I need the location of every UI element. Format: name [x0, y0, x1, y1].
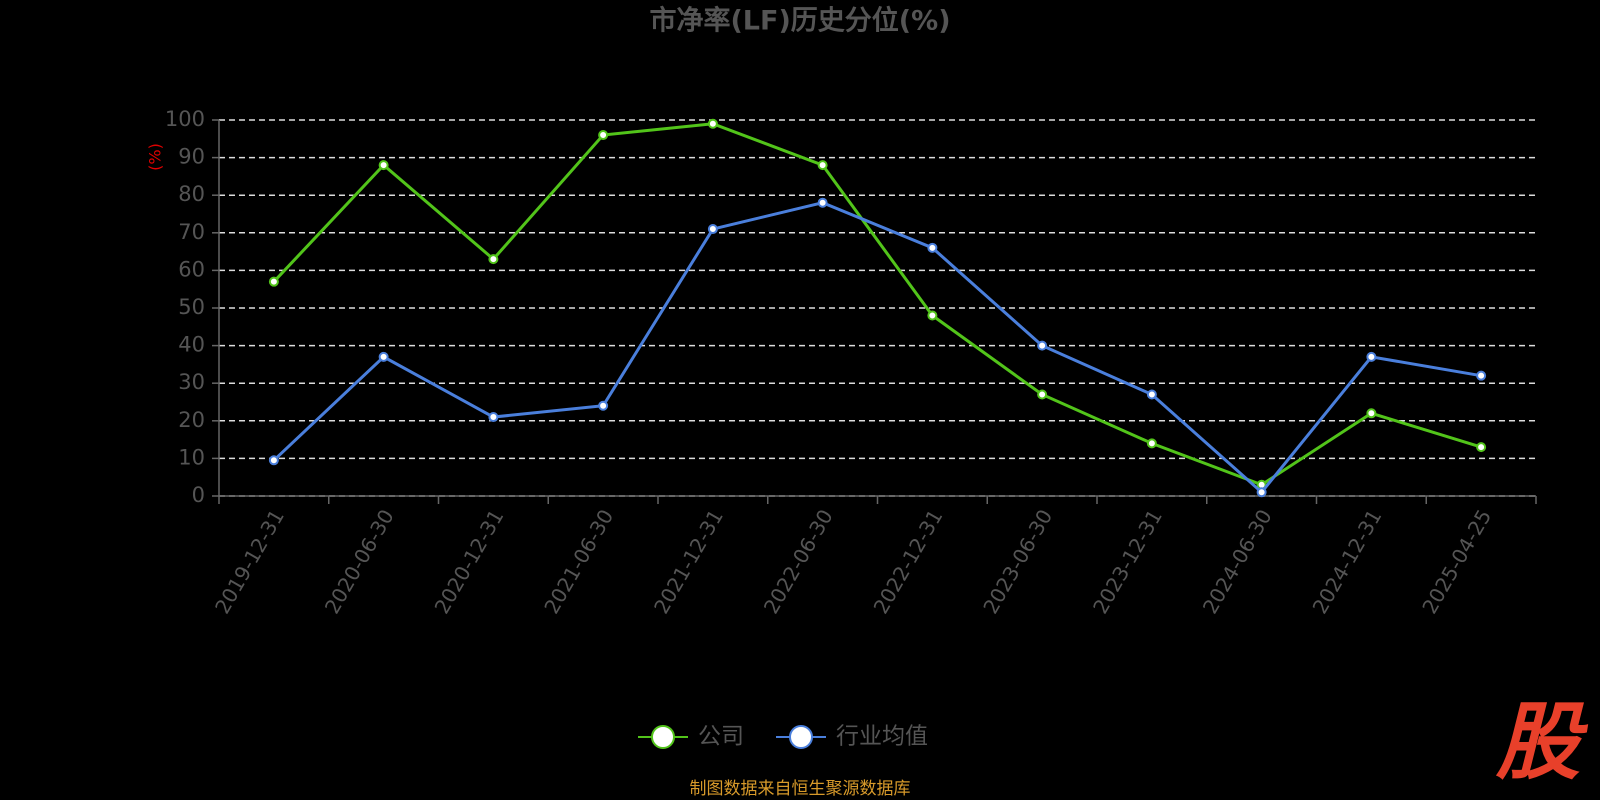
legend-item[interactable]: 公司	[638, 724, 744, 750]
data-point	[1037, 389, 1048, 400]
data-point	[488, 254, 499, 265]
series-line	[272, 122, 1482, 487]
legend-label: 行业均值	[836, 724, 928, 750]
y-tick-label: 20	[178, 408, 205, 432]
y-tick-label: 100	[165, 107, 205, 131]
data-point	[817, 160, 828, 171]
chart-title: 市净率(LF)历史分位(%)	[649, 5, 950, 37]
y-tick-label: 10	[178, 445, 205, 469]
data-point	[1037, 340, 1048, 351]
data-point	[378, 351, 389, 362]
y-tick-label: 50	[178, 295, 205, 319]
y-tick-label: 80	[178, 182, 205, 206]
legend-marker	[789, 725, 813, 749]
y-tick-label: 60	[178, 257, 205, 281]
data-point	[268, 455, 279, 466]
data-point	[927, 242, 938, 253]
y-tick-label: 70	[178, 220, 205, 244]
data-point	[1476, 370, 1487, 381]
y-tick-label: 40	[178, 333, 205, 357]
data-point	[1146, 438, 1157, 449]
data-point	[598, 400, 609, 411]
data-point	[1366, 408, 1377, 419]
data-point	[378, 160, 389, 171]
legend-item[interactable]: 行业均值	[776, 724, 928, 750]
data-point	[707, 224, 718, 235]
data-point	[1256, 487, 1267, 498]
data-point	[598, 130, 609, 141]
data-point	[268, 276, 279, 287]
data-point	[1146, 389, 1157, 400]
y-axis-label: (%)	[146, 143, 165, 171]
data-point	[817, 197, 828, 208]
watermark: 股	[1495, 693, 1589, 791]
data-point	[927, 310, 938, 321]
legend-label: 公司	[698, 724, 744, 750]
data-point	[488, 412, 499, 423]
y-tick-label: 0	[192, 483, 205, 507]
data-point	[1366, 351, 1377, 362]
series-line	[272, 201, 1482, 495]
y-tick-label: 90	[178, 145, 205, 169]
source-note: 制图数据来自恒生聚源数据库	[690, 779, 911, 799]
data-point	[1476, 442, 1487, 453]
y-tick-label: 30	[178, 370, 205, 394]
data-point	[707, 118, 718, 129]
legend-marker	[651, 725, 675, 749]
